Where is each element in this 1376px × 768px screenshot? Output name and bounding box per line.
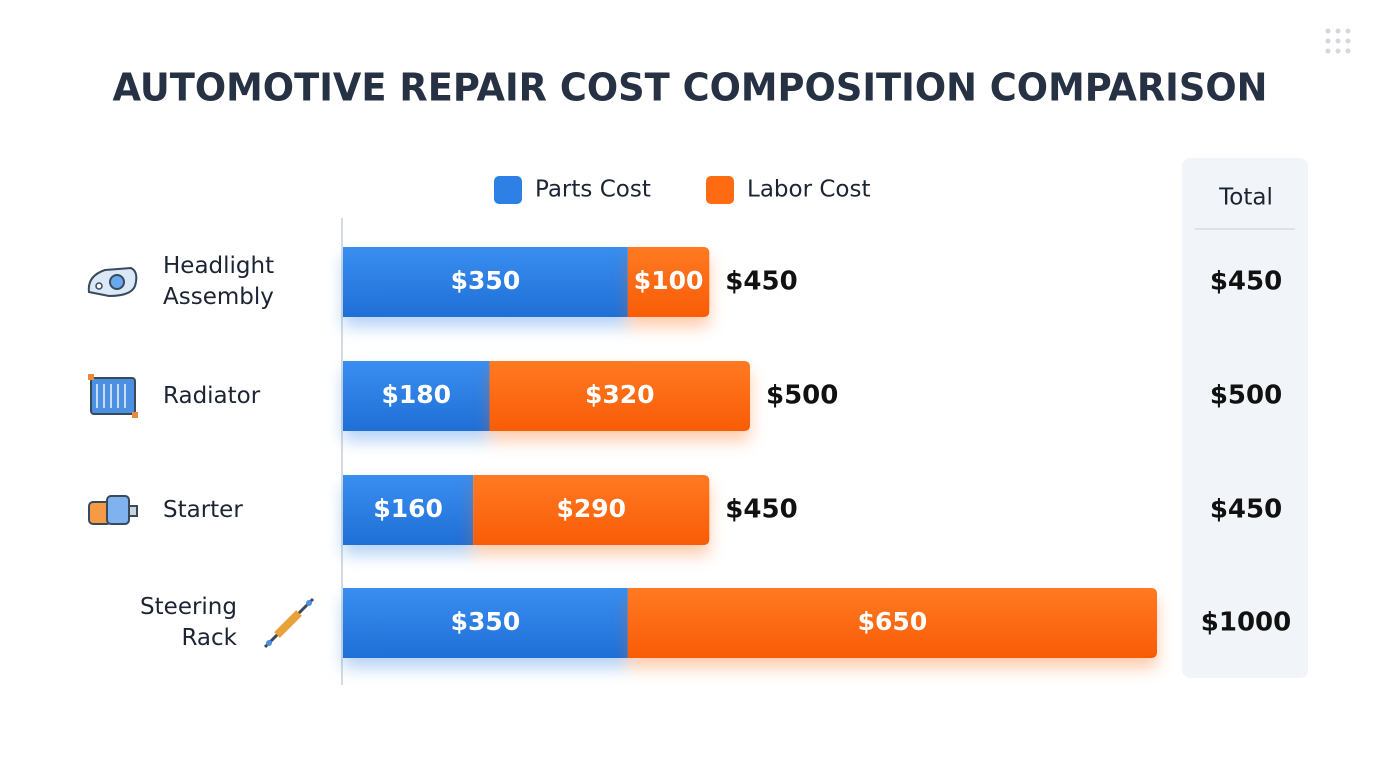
total-column-value: $450 <box>1210 267 1282 297</box>
category-label: Starter <box>163 496 243 523</box>
legend-swatch <box>494 176 522 204</box>
bar-segment <box>343 247 628 317</box>
bar-segment <box>343 475 474 545</box>
bar-segment <box>343 588 628 658</box>
bar-value-label: $350 <box>451 607 521 636</box>
bar-segment <box>627 247 710 317</box>
bar-segment <box>489 361 750 431</box>
icon-radiator <box>88 374 138 418</box>
bar-value-label: $650 <box>858 607 928 636</box>
menu-icon <box>1325 28 1351 54</box>
icon-starter <box>88 495 138 525</box>
bar-total-label: $500 <box>766 381 838 411</box>
total-column-value: $450 <box>1210 495 1282 525</box>
category-label: Headlight Assembly <box>163 253 275 310</box>
bar-value-label: $350 <box>451 266 521 295</box>
category-label: Steering Rack <box>140 594 237 651</box>
bar-value-label: $180 <box>381 380 451 409</box>
totals-panel <box>1182 158 1308 678</box>
bar-segment <box>343 361 490 431</box>
totals-header: Total <box>1218 185 1273 211</box>
bar-total-label: $450 <box>725 267 797 297</box>
legend-swatch <box>706 176 734 204</box>
bar-value-label: $160 <box>373 494 443 523</box>
icon-headlight <box>87 266 138 298</box>
bar-total-label: $450 <box>725 495 797 525</box>
bar-value-label: $320 <box>585 380 655 409</box>
bar-segment <box>627 588 1157 658</box>
bar-value-label: $100 <box>634 266 704 295</box>
icon-steering-rack <box>263 597 315 649</box>
legend-label: Parts Cost <box>535 177 651 203</box>
bar-value-label: $290 <box>556 494 626 523</box>
category-label: Radiator <box>163 382 261 409</box>
total-column-value: $1000 <box>1201 608 1291 638</box>
bar-segment <box>473 475 710 545</box>
total-column-value: $500 <box>1210 381 1282 411</box>
chart-title: AUTOMOTIVE REPAIR COST COMPOSITION COMPA… <box>113 66 1268 110</box>
legend-label: Labor Cost <box>747 177 870 203</box>
